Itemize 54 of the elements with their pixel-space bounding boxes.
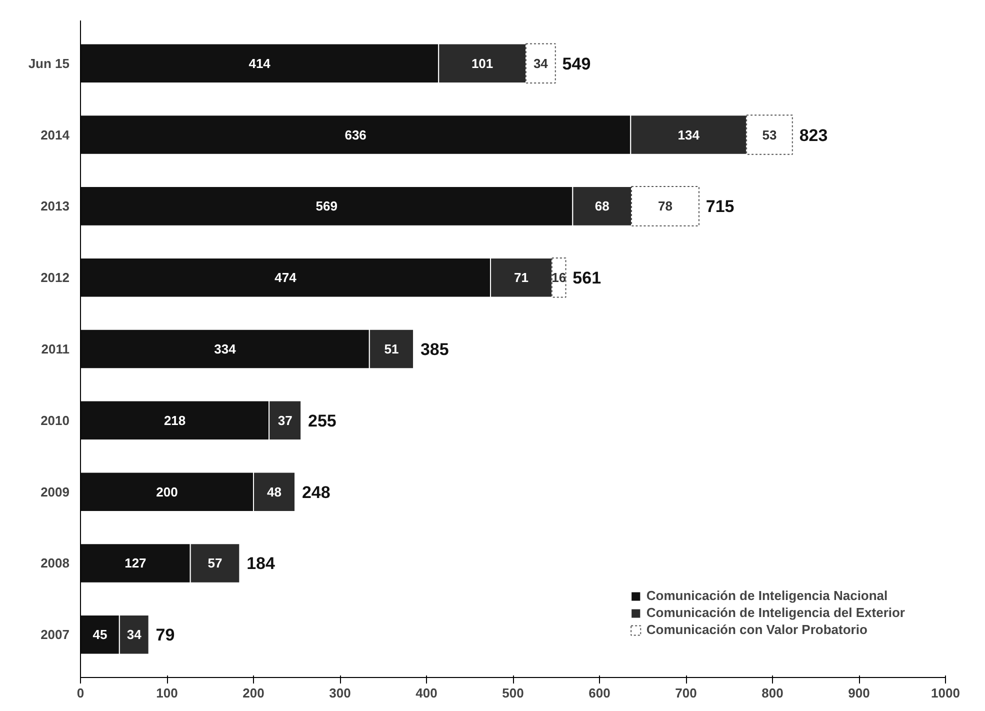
data-label: 34 — [126, 627, 142, 642]
data-label: 127 — [124, 556, 146, 571]
x-tick-label: 0 — [76, 686, 84, 700]
y-tick-label: 2008 — [40, 556, 70, 571]
x-tick-label: 100 — [156, 686, 178, 700]
legend-label: Comunicación de Inteligencia Nacional — [646, 588, 888, 603]
data-label: 334 — [214, 342, 237, 356]
data-label: 16 — [552, 270, 566, 286]
total-label: 248 — [302, 482, 330, 502]
data-label: 34 — [533, 56, 549, 71]
data-label: 414 — [248, 56, 272, 71]
data-label: 37 — [278, 412, 292, 428]
data-label: 134 — [678, 127, 700, 142]
data-label: 569 — [316, 198, 338, 214]
y-tick-label: 2009 — [40, 484, 70, 500]
data-label: 200 — [156, 484, 178, 500]
total-label: 715 — [706, 197, 734, 216]
total-label: 385 — [420, 340, 449, 359]
data-label: 53 — [762, 127, 777, 142]
legend-label: Comunicación de Inteligencia del Exterior — [646, 605, 905, 620]
total-label: 79 — [156, 626, 175, 645]
y-tick-label: Jun 15 — [28, 56, 70, 71]
data-label: 218 — [164, 412, 186, 428]
x-tick-label: 900 — [848, 686, 870, 700]
y-tick-label: 2011 — [41, 342, 70, 356]
y-tick-label: 2007 — [40, 627, 70, 642]
data-label: 474 — [274, 270, 298, 286]
total-label: 549 — [562, 54, 591, 74]
x-tick-label: 400 — [416, 686, 438, 700]
y-tick-label: 2013 — [40, 198, 70, 214]
data-label: 51 — [384, 342, 399, 356]
data-label: 45 — [92, 627, 108, 642]
total-label: 184 — [246, 554, 276, 574]
data-label: 57 — [208, 556, 222, 571]
total-label: 823 — [799, 126, 828, 145]
y-tick-label: 2012 — [40, 270, 70, 286]
x-tick-label: 500 — [502, 686, 524, 700]
data-label: 636 — [344, 127, 366, 142]
data-label: 78 — [658, 198, 672, 214]
total-label: 255 — [308, 411, 336, 430]
x-tick-label: 1000 — [931, 686, 960, 700]
x-tick-label: 600 — [588, 686, 610, 700]
x-tick-label: 700 — [675, 686, 697, 700]
y-tick-label: 2010 — [40, 412, 70, 428]
data-label: 48 — [267, 484, 282, 500]
y-tick-label: 2014 — [40, 127, 70, 142]
x-tick-label: 800 — [762, 686, 784, 700]
legend-label: Comunicación con Valor Probatorio — [646, 622, 868, 637]
data-label: 101 — [471, 56, 494, 71]
x-tick-label: 300 — [329, 686, 351, 700]
x-tick-label: 200 — [242, 686, 264, 700]
total-label: 561 — [572, 268, 602, 288]
data-label: 68 — [594, 198, 610, 214]
data-label: 71 — [514, 270, 528, 286]
